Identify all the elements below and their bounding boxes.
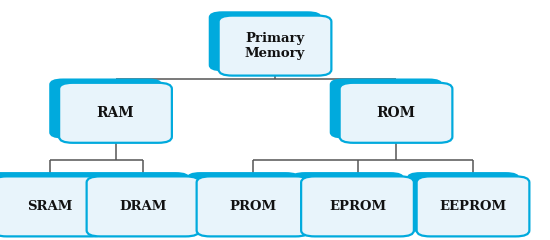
FancyBboxPatch shape	[59, 83, 172, 143]
FancyBboxPatch shape	[0, 172, 96, 232]
FancyBboxPatch shape	[77, 172, 189, 232]
Text: ROM: ROM	[377, 106, 415, 120]
Text: DRAM: DRAM	[119, 200, 167, 213]
FancyBboxPatch shape	[87, 176, 200, 236]
FancyBboxPatch shape	[417, 176, 529, 236]
FancyBboxPatch shape	[406, 172, 519, 232]
FancyBboxPatch shape	[208, 11, 321, 71]
FancyBboxPatch shape	[197, 176, 309, 236]
FancyBboxPatch shape	[339, 83, 452, 143]
FancyBboxPatch shape	[186, 172, 299, 232]
Text: EEPROM: EEPROM	[439, 200, 507, 213]
FancyBboxPatch shape	[301, 176, 414, 236]
Text: SRAM: SRAM	[27, 200, 72, 213]
FancyBboxPatch shape	[0, 176, 106, 236]
Text: Primary
Memory: Primary Memory	[245, 32, 305, 60]
Text: PROM: PROM	[229, 200, 277, 213]
Text: RAM: RAM	[97, 106, 134, 120]
FancyBboxPatch shape	[292, 172, 404, 232]
Text: EPROM: EPROM	[329, 200, 386, 213]
FancyBboxPatch shape	[329, 78, 442, 138]
FancyBboxPatch shape	[218, 16, 331, 76]
FancyBboxPatch shape	[50, 78, 162, 138]
